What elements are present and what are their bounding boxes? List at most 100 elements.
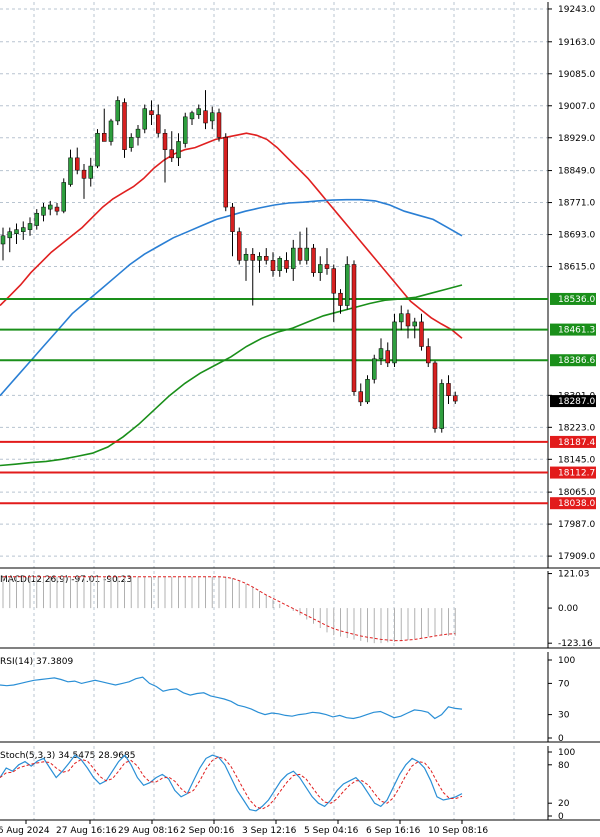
candle-body-9 [61, 182, 66, 212]
x-tick-label-1: 27 Aug 16:16 [56, 826, 117, 836]
candle-body-44 [297, 247, 303, 261]
price-tick-label-4: 18929.0 [558, 134, 595, 144]
ma-line-slow [0, 284, 463, 467]
support-tag-label-1: 18112.7 [558, 469, 595, 479]
price-tick-label-6: 18771.0 [558, 199, 595, 209]
candle-body-0 [0, 235, 6, 245]
candle-body-11 [75, 157, 80, 171]
candle-body-22 [149, 110, 154, 116]
candle-body-13 [88, 165, 93, 179]
candle-body-23 [156, 114, 161, 134]
candle-body-61 [412, 321, 417, 327]
candle-body-36 [243, 253, 249, 261]
resistance-tag-0 [550, 292, 596, 305]
rsi-tick-label-2: 30 [558, 711, 570, 721]
rsi-tick-label-0: 100 [558, 656, 575, 666]
candle-body-47 [318, 264, 323, 273]
candle-body-18 [122, 102, 127, 150]
support-tag-1 [550, 466, 596, 479]
candle-body-34 [230, 206, 235, 232]
candle-body-46 [311, 247, 316, 273]
candle-body-35 [237, 231, 242, 261]
stoch-tick-label-1: 80 [558, 761, 570, 771]
candle-body-40 [270, 260, 276, 271]
candle-body-28 [189, 112, 195, 120]
stoch-label: Stoch(5,3,3) 34.5475 28.9685 [0, 751, 135, 761]
candle-body-16 [108, 120, 114, 142]
candle-body-12 [81, 169, 87, 179]
candle-body-50 [338, 292, 343, 306]
candle-body-5 [34, 212, 39, 226]
candle-body-55 [372, 358, 377, 380]
candle-body-3 [21, 227, 26, 232]
resistance-tag-label-0: 18536.0 [558, 295, 595, 305]
support-tag-0 [550, 435, 596, 448]
candle-body-32 [216, 112, 222, 138]
price-tick-label-3: 19007.0 [558, 102, 595, 112]
candle-body-57 [385, 350, 390, 364]
price-tick-label-12: 18065.0 [558, 488, 595, 498]
candle-body-51 [345, 264, 350, 306]
support-tag-2 [550, 497, 596, 510]
macd-signal-line [3, 576, 456, 642]
price-tick-label-14: 17909.0 [558, 552, 595, 562]
current-price-label: 18287.0 [558, 397, 595, 407]
stoch-tick-label-2: 20 [558, 799, 570, 809]
candle-body-30 [203, 110, 208, 124]
candle-body-1 [7, 231, 12, 239]
ma-line-fast [0, 132, 463, 339]
rsi-tick-label-1: 70 [558, 679, 570, 689]
candle-body-41 [277, 258, 282, 271]
x-tick-label-2: 29 Aug 08:16 [118, 826, 179, 836]
candle-body-17 [115, 100, 120, 122]
candle-body-60 [405, 313, 411, 327]
candle-body-8 [54, 206, 60, 212]
stoch-tick-label-0: 100 [558, 748, 575, 758]
macd-tick-label-2: -123.16 [558, 639, 593, 649]
candle-body-20 [135, 128, 141, 138]
candle-body-10 [68, 157, 73, 185]
candle-body-39 [264, 256, 269, 261]
macd-tick-label-1: 0.00 [558, 604, 578, 614]
candle-body-14 [95, 132, 100, 167]
candle-body-63 [426, 346, 431, 364]
price-tick-label-8: 18615.0 [558, 263, 595, 273]
candle-body-15 [102, 132, 107, 142]
candle-body-33 [223, 137, 228, 208]
x-tick-label-3: 2 Sep 00:16 [180, 826, 235, 836]
candle-body-53 [358, 391, 363, 403]
x-tick-label-0: 26 Aug 2024 [0, 826, 50, 836]
rsi-label: RSI(14) 37.3809 [0, 657, 73, 667]
candle-body-67 [453, 395, 458, 402]
resistance-tag-label-1: 18461.3 [558, 326, 595, 336]
x-tick-label-7: 10 Sep 08:16 [428, 826, 488, 836]
candle-body-37 [250, 253, 255, 261]
price-tick-label-7: 18693.0 [558, 231, 595, 241]
rsi-line [0, 676, 463, 720]
candle-body-24 [162, 132, 168, 150]
price-tick-label-10: 18223.0 [558, 423, 595, 433]
price-tick-label-0: 19243.0 [558, 5, 595, 15]
price-tick-label-2: 19085.0 [558, 70, 595, 80]
candle-body-54 [365, 379, 370, 403]
x-tick-label-5: 5 Sep 04:16 [304, 826, 359, 836]
candle-body-21 [142, 108, 147, 130]
macd-label: MACD(12,26,9) -97.01 -90.23 [0, 575, 132, 585]
candle-body-66 [446, 383, 451, 396]
candle-body-29 [196, 108, 201, 116]
x-tick-label-4: 3 Sep 12:16 [242, 826, 297, 836]
resistance-tag-1 [550, 323, 596, 336]
price-tick-label-5: 18849.0 [558, 167, 595, 177]
candle-body-26 [176, 141, 181, 159]
support-tag-label-0: 18187.4 [558, 438, 595, 448]
candle-body-65 [439, 383, 444, 429]
candle-body-7 [48, 204, 53, 210]
candle-body-52 [351, 264, 357, 392]
stoch-tick-label-3: 0 [558, 812, 564, 822]
x-tick-label-6: 6 Sep 16:16 [366, 826, 421, 836]
candle-body-38 [257, 256, 262, 261]
rsi-panel: RSI(14) 37.3809 100 70 30 0 [0, 652, 600, 744]
